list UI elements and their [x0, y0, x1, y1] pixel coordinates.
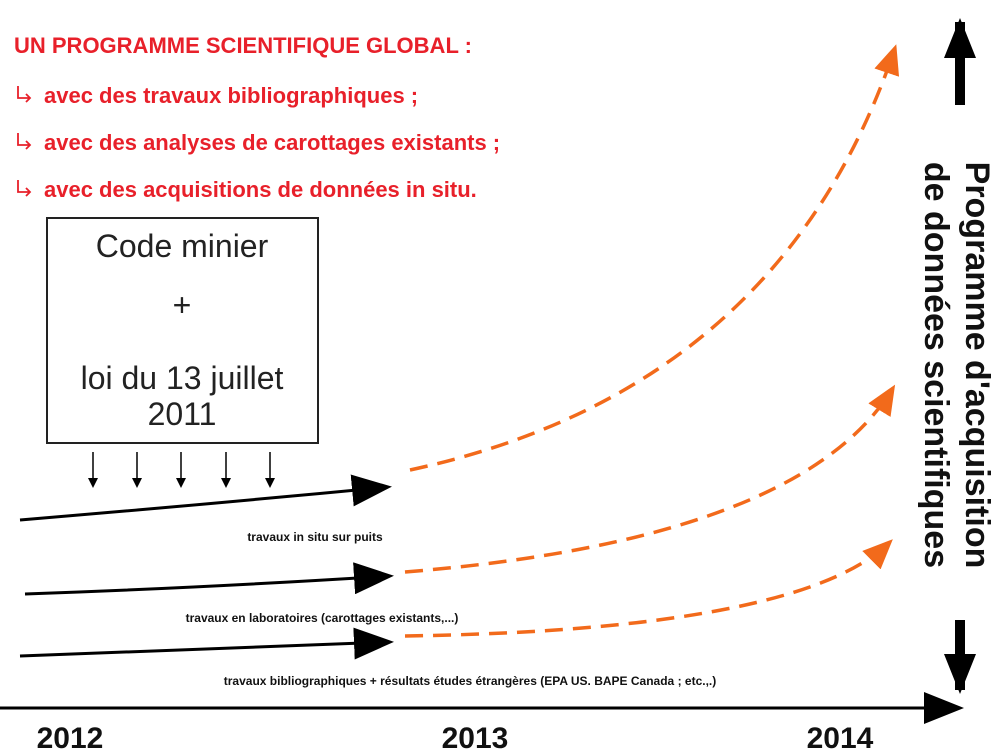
year-label: 2013 — [442, 722, 509, 754]
projection-arrows — [404, 44, 900, 638]
bullet-icons — [17, 86, 32, 197]
track-label: travaux bibliographiques + résultats étu… — [224, 674, 716, 688]
track-label: travaux en laboratoires (carottages exis… — [186, 611, 459, 625]
year-label: 2014 — [807, 722, 874, 754]
down-arrows — [88, 452, 275, 488]
header-item: avec des analyses de carottages existant… — [44, 130, 500, 155]
law-box — [46, 217, 319, 444]
track-label: travaux in situ sur puits — [247, 530, 383, 544]
box-line: + — [173, 287, 192, 323]
year-label: 2012 — [37, 722, 104, 754]
box-line: 2011 — [148, 396, 217, 432]
header-item: avec des acquisitions de données in situ… — [44, 177, 477, 202]
header-title: UN PROGRAMME SCIENTIFIQUE GLOBAL : — [14, 33, 472, 58]
side-line: de données scientifiques — [917, 162, 955, 568]
header-item: avec des travaux bibliographiques ; — [44, 83, 418, 108]
box-line: loi du 13 juillet — [81, 360, 284, 396]
box-line: Code minier — [96, 228, 269, 264]
side-line: Programme d'acquisition — [958, 162, 996, 569]
track-arrows — [19, 474, 394, 660]
